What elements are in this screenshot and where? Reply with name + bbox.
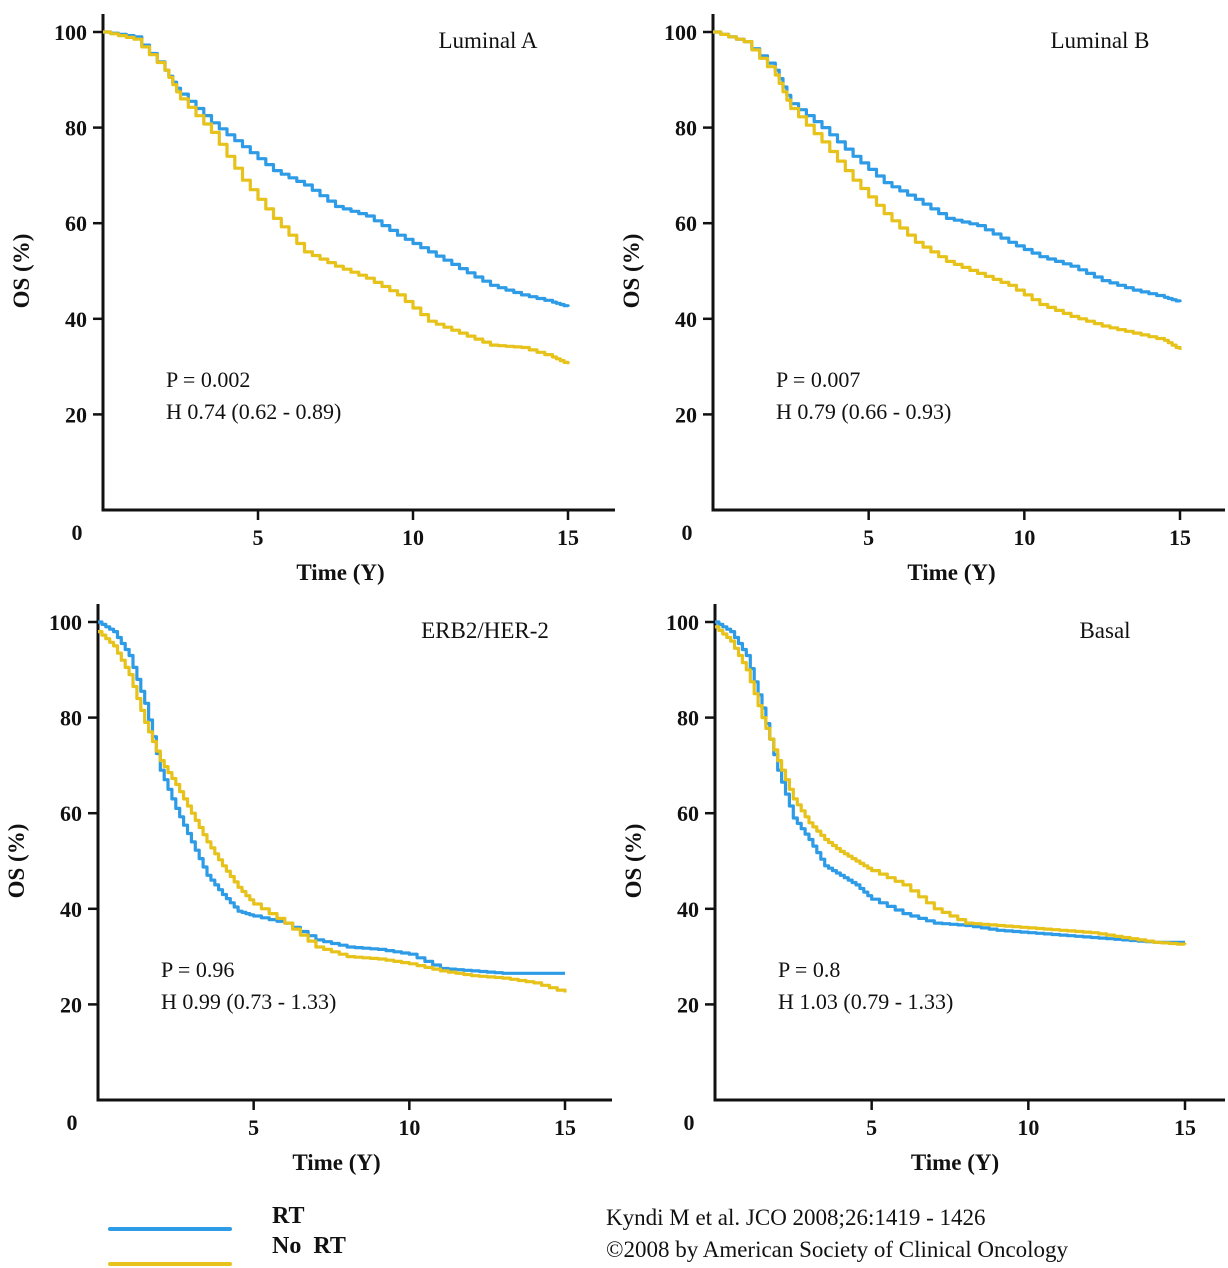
y-tick-label: 20 [65, 402, 87, 427]
x-tick-label: 15 [1169, 525, 1191, 550]
legend-line-no-rt [108, 1262, 232, 1266]
y-tick-label: 40 [65, 307, 87, 332]
x-axis-label: Time (Y) [292, 1150, 380, 1175]
y-tick-label: 80 [65, 116, 87, 141]
origin-label: 0 [684, 1110, 695, 1135]
p-value: P = 0.8 [778, 957, 840, 982]
x-axis-label: Time (Y) [907, 560, 995, 585]
panel-title: Luminal B [1050, 28, 1149, 53]
y-tick-label: 80 [60, 706, 82, 731]
p-value: P = 0.002 [166, 367, 250, 392]
x-tick-label: 15 [557, 525, 579, 550]
series-rt-line [98, 620, 565, 975]
km-panel-2: 100 80 60 40 20 0 5 10 15 Time (Y) OS (%) Luminal B… [619, 14, 1225, 585]
y-axis-label: OS (%) [621, 824, 646, 899]
y-tick-label: 100 [54, 20, 87, 45]
y-tick-label: 60 [675, 211, 697, 236]
hazard-ratio: H 0.74 (0.62 - 0.89) [166, 399, 341, 424]
panel-title: Luminal A [438, 28, 537, 53]
y-tick-label: 40 [60, 897, 82, 922]
y-tick-label: 20 [60, 992, 82, 1017]
y-tick-label: 60 [60, 801, 82, 826]
y-tick-label: 40 [677, 897, 699, 922]
y-tick-label: 20 [677, 992, 699, 1017]
origin-label: 0 [72, 520, 83, 545]
citation-line-2: ©2008 by American Society of Clinical On… [606, 1237, 1069, 1262]
series-no-rt-line [713, 30, 1182, 350]
x-tick-label: 10 [402, 525, 424, 550]
y-tick-label: 80 [675, 116, 697, 141]
hazard-ratio: H 0.99 (0.73 - 1.33) [161, 989, 336, 1014]
series-rt-line [713, 30, 1182, 303]
panel-title: Basal [1079, 618, 1130, 643]
x-tick-label: 10 [1013, 525, 1035, 550]
origin-label: 0 [682, 520, 693, 545]
citation: Kyndi M et al. JCO 2008;26:1419 - 1426 ©… [606, 1202, 1068, 1266]
hazard-ratio: H 0.79 (0.66 - 0.93) [776, 399, 951, 424]
legend-line-rt [108, 1227, 232, 1231]
x-tick-label: 5 [253, 525, 264, 550]
y-axis-label: OS (%) [4, 824, 29, 899]
y-tick-label: 60 [677, 801, 699, 826]
x-axis-label: Time (Y) [296, 560, 384, 585]
p-value: P = 0.007 [776, 367, 860, 392]
x-tick-label: 15 [554, 1115, 576, 1140]
km-panel-1: 100 80 60 40 20 0 5 10 15 Time (Y) OS (%) Luminal A… [9, 14, 615, 585]
y-tick-label: 100 [666, 610, 699, 635]
origin-label: 0 [67, 1110, 78, 1135]
hazard-ratio: H 1.03 (0.79 - 1.33) [778, 989, 953, 1014]
y-tick-label: 60 [65, 211, 87, 236]
y-axis-label: OS (%) [9, 234, 34, 309]
x-tick-label: 5 [863, 525, 874, 550]
x-tick-label: 10 [1017, 1115, 1039, 1140]
legend-label-no-rt: No RT [272, 1233, 346, 1259]
y-tick-label: 100 [664, 20, 697, 45]
legend-label-rt: RT [272, 1203, 305, 1229]
x-tick-label: 10 [398, 1115, 420, 1140]
series-no-rt-line [98, 630, 567, 993]
citation-line-1: Kyndi M et al. JCO 2008;26:1419 - 1426 [606, 1205, 986, 1230]
y-tick-label: 20 [675, 402, 697, 427]
y-tick-label: 40 [675, 307, 697, 332]
y-tick-label: 100 [49, 610, 82, 635]
y-axis-label: OS (%) [619, 234, 644, 309]
p-value: P = 0.96 [161, 957, 234, 982]
x-tick-label: 5 [866, 1115, 877, 1140]
x-tick-label: 15 [1174, 1115, 1196, 1140]
y-tick-label: 80 [677, 706, 699, 731]
panel-title: ERB2/HER-2 [421, 618, 549, 643]
km-panel-3: 100 80 60 40 20 0 5 10 15 Time (Y) OS (%) ERB2/HER-… [4, 604, 612, 1175]
x-tick-label: 5 [248, 1115, 259, 1140]
series-rt-line [715, 620, 1185, 944]
km-panel-4: 100 80 60 40 20 0 5 10 15 Time (Y) OS (%) Basal P = … [621, 604, 1225, 1175]
x-axis-label: Time (Y) [911, 1150, 999, 1175]
series-no-rt-line [103, 30, 570, 365]
series-no-rt-line [715, 625, 1187, 946]
